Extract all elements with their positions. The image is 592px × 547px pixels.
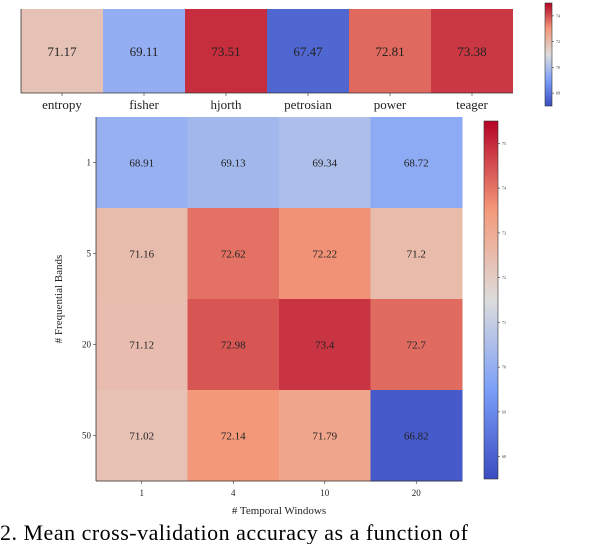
colorbar-gradient <box>544 2 553 107</box>
heatmap-cell <box>96 117 188 209</box>
cell-value-label: 71.79 <box>312 431 337 443</box>
heatmap-cell <box>267 9 349 93</box>
figure-caption: 2. Mean cross-validation accuracy as a f… <box>0 522 469 544</box>
y-tick-label: 5 <box>87 249 92 259</box>
cell-value-label: 66.82 <box>404 431 429 443</box>
main-colorbar: 68 69 70 71 72 73 74 75 <box>483 120 506 480</box>
cell-value-label: 72.14 <box>221 431 246 443</box>
heatmap-cell <box>96 390 188 482</box>
colorbar-tick-label: 74 <box>556 13 560 18</box>
y-axis-title: # Frequential Bands <box>53 255 65 344</box>
x-tick-label: fisher <box>129 97 159 112</box>
heatmap-cell <box>103 9 185 93</box>
x-tick-label: 1 <box>140 488 145 498</box>
cell-value-label: 71.16 <box>129 249 154 261</box>
colorbar-tick-label: 72 <box>556 39 560 44</box>
x-tick-label: power <box>374 97 407 112</box>
colorbar-gradient <box>483 120 499 480</box>
colorbar-tick-label: 73 <box>502 230 506 235</box>
colorbar-tick-label: 75 <box>502 141 506 146</box>
colorbar-tick-label: 68 <box>556 91 560 96</box>
colorbar-tick-label: 70 <box>556 65 560 70</box>
heatmap-cell <box>370 299 463 391</box>
y-tick-label: 50 <box>82 431 92 441</box>
heatmap-cell <box>370 390 463 482</box>
x-tick-label: 10 <box>320 488 330 498</box>
cell-value-label: 71.02 <box>129 431 154 443</box>
cell-value-label: 69.11 <box>130 44 159 59</box>
y-tick-label: 1 <box>87 158 92 168</box>
colorbar-tick-label: 70 <box>502 365 506 370</box>
top-heatmap: 71.17 entropy 69.11 fisher 73.51 hjorth 67.47 p… <box>20 9 513 112</box>
cell-value-label: 72.22 <box>312 249 337 261</box>
cell-value-label: 68.72 <box>404 158 429 170</box>
colorbar-tick-label: 68 <box>502 454 506 459</box>
x-tick-label: hjorth <box>210 97 242 112</box>
cell-value-label: 71.17 <box>47 44 77 59</box>
heatmap-cell <box>370 117 463 209</box>
cell-value-label: 69.13 <box>221 158 246 170</box>
heatmap-cell <box>279 390 371 482</box>
heatmap-cell <box>187 208 280 300</box>
x-tick-label: entropy <box>42 97 82 112</box>
heatmap-cell <box>279 208 371 300</box>
x-tick-label: 20 <box>412 488 422 498</box>
heatmap-cell <box>96 208 188 300</box>
cell-value-label: 72.98 <box>221 340 246 352</box>
heatmap-cell <box>431 9 513 93</box>
heatmap-cell <box>279 299 371 391</box>
colorbar-tick-label: 71 <box>502 320 506 325</box>
heatmap-cell <box>349 9 431 93</box>
x-tick-label: 4 <box>231 488 236 498</box>
x-tick-label: teager <box>456 97 488 112</box>
cell-value-label: 71.2 <box>407 249 426 261</box>
cell-value-label: 67.47 <box>293 44 323 59</box>
heatmap-cell <box>370 208 463 300</box>
cell-value-label: 73.4 <box>315 340 335 352</box>
cell-value-label: 69.34 <box>312 158 337 170</box>
heatmap-cell <box>279 117 371 209</box>
colorbar-tick-label: 69 <box>502 409 506 414</box>
cell-value-label: 73.38 <box>457 44 486 59</box>
heatmap-cell <box>185 9 267 93</box>
cell-value-label: 72.62 <box>221 249 246 261</box>
y-tick-label: 20 <box>82 340 92 350</box>
colorbar-tick-label: 74 <box>502 186 506 191</box>
cell-value-label: 72.7 <box>407 340 427 352</box>
heatmap-cell <box>96 299 188 391</box>
heatmap-cell <box>21 9 103 93</box>
top-colorbar: 68 70 72 74 <box>544 2 560 107</box>
cell-value-label: 72.81 <box>375 44 404 59</box>
x-axis-title: # Temporal Windows <box>232 505 326 517</box>
cell-value-label: 71.12 <box>129 340 154 352</box>
x-tick-label: petrosian <box>284 97 332 112</box>
main-heatmap: 68.91 69.13 69.34 68.72 71.16 72.62 72.22 71.2 7… <box>53 117 463 517</box>
heatmap-cell <box>187 299 280 391</box>
cell-value-label: 73.51 <box>211 44 240 59</box>
cell-value-label: 68.91 <box>129 158 154 170</box>
heatmap-cell <box>187 390 280 482</box>
colorbar-tick-label: 72 <box>502 275 506 280</box>
heatmap-cell <box>187 117 280 209</box>
